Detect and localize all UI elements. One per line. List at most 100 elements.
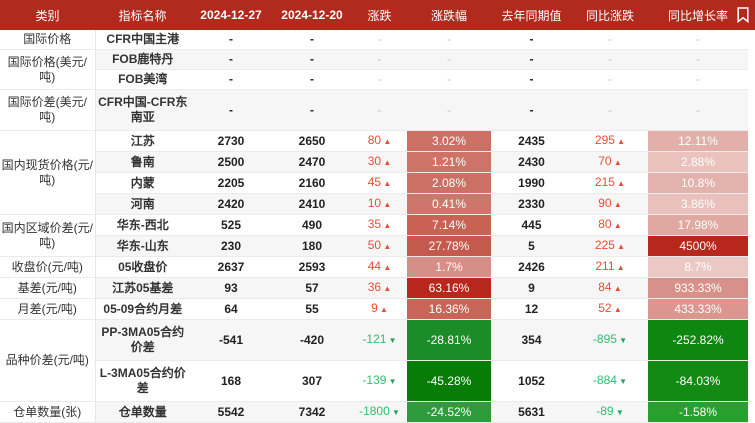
indicator-cell: CFR中国-CFR东南亚 [95, 89, 190, 131]
change-value: 295 [594, 133, 615, 147]
value-current-cell: 2205 [190, 172, 272, 194]
change-value: -895 [592, 332, 617, 346]
yoy-change-cell: 211 ▲ [572, 256, 648, 278]
bookmark-icon[interactable] [737, 7, 749, 24]
down-triangle-icon: ▼ [386, 336, 397, 345]
change-value: 10 [367, 196, 382, 210]
change-value: 225 [594, 238, 615, 252]
change-value: -884 [592, 373, 617, 387]
col-header-change: 涨跌 [367, 8, 392, 23]
category-cell: 月差(元/吨) [0, 298, 96, 320]
change-cell: - [352, 30, 407, 50]
yoy-change-cell: 52 ▲ [572, 298, 648, 320]
change-value: 80 [598, 217, 612, 231]
value-current-cell: - [190, 69, 272, 90]
last-year-cell: 2430 [491, 151, 572, 173]
indicator-cell: FOB美湾 [95, 69, 190, 90]
change-value: 30 [367, 154, 382, 168]
down-triangle-icon: ▼ [613, 408, 624, 417]
value-current-cell: 64 [190, 298, 272, 320]
change-value: 211 [595, 259, 615, 273]
change-pct-cell: 1.7% [407, 256, 491, 278]
down-triangle-icon: ▼ [386, 377, 397, 386]
last-year-cell: 2426 [491, 256, 572, 278]
yoy-pct-cell: - [648, 69, 755, 90]
change-value: 52 [598, 301, 612, 315]
up-triangle-icon: ▲ [614, 179, 626, 188]
last-year-cell: 2435 [491, 130, 572, 152]
change-pct-cell: - [407, 30, 491, 50]
yoy-change-cell: 90 ▲ [572, 193, 648, 215]
change-pct-cell: 27.78% [407, 235, 491, 257]
yoy-pct-cell: 8.7% [648, 256, 755, 278]
yoy-change-cell: - [572, 89, 648, 131]
yoy-change-cell: 225 ▲ [572, 235, 648, 257]
up-triangle-icon: ▲ [381, 179, 392, 188]
last-year-cell: 2330 [491, 193, 572, 215]
down-triangle-icon: ▼ [616, 377, 628, 386]
yoy-pct-cell: 4500% [648, 235, 755, 257]
value-previous-cell: 7342 [272, 401, 352, 423]
up-triangle-icon: ▲ [381, 263, 392, 272]
change-pct-cell: -24.52% [407, 401, 491, 423]
value-current-cell: 93 [190, 277, 272, 299]
table-row: 月差(元/吨) 05-09合约月差 64 55 9 ▲ 16.36% 12 52 ▲ 433.3… [0, 298, 755, 320]
value-current-cell: 2420 [190, 193, 272, 215]
last-year-cell: 9 [491, 277, 572, 299]
value-previous-cell: 2593 [272, 256, 352, 278]
category-cell: 基差(元/吨) [0, 277, 96, 299]
category-cell: 品种价差(元/吨) [0, 319, 96, 402]
value-previous-cell: 2410 [272, 193, 352, 215]
category-cell: 国际价差(美元/吨) [0, 89, 96, 131]
value-current-cell: 230 [190, 235, 272, 257]
table-row: 国内现货价格(元/吨) 江苏 2730 2650 80 ▲ 3.02% 2435 295 ▲ 1… [0, 130, 755, 215]
up-triangle-icon: ▲ [614, 242, 626, 251]
change-cell: 36 ▲ [352, 277, 407, 299]
table-row: 河南 2420 2410 10 ▲ 0.41% 2330 90 ▲ 3.86% [0, 193, 755, 215]
value-current-cell: - [190, 30, 272, 50]
indicator-cell: CFR中国主港 [95, 30, 190, 50]
yoy-change-cell: -884 ▼ [572, 360, 648, 402]
yoy-pct-cell: -252.82% [648, 319, 755, 361]
yoy-pct-cell: 3.86% [648, 193, 755, 215]
yoy-pct-cell: 17.98% [648, 214, 755, 236]
up-triangle-icon: ▲ [611, 221, 622, 230]
change-value: 44 [367, 259, 382, 273]
last-year-cell: 12 [491, 298, 572, 320]
table-row: 收盘价(元/吨) 05收盘价 2637 2593 44 ▲ 1.7% 2426 211 ▲ 8.… [0, 256, 755, 278]
table-row: 仓单数量(张) 仓单数量 5542 7342 -1800 ▼ -24.52% 5631 -89… [0, 401, 755, 423]
change-value: 70 [598, 154, 612, 168]
change-cell: 50 ▲ [352, 235, 407, 257]
yoy-change-cell: - [572, 49, 648, 70]
last-year-cell: - [491, 30, 572, 50]
category-cell: 国际价格(美元/吨) [0, 49, 96, 90]
value-previous-cell: 55 [272, 298, 352, 320]
value-previous-cell: 2160 [272, 172, 352, 194]
change-cell: - [352, 49, 407, 70]
yoy-pct-cell: - [648, 89, 755, 131]
table-row: 华东-山东 230 180 50 ▲ 27.78% 5 225 ▲ 4500% [0, 235, 755, 257]
value-current-cell: 2730 [190, 130, 272, 152]
change-value: -121 [362, 332, 387, 346]
up-triangle-icon: ▲ [381, 158, 392, 167]
value-previous-cell: - [272, 30, 352, 50]
value-current-cell: - [190, 89, 272, 131]
value-current-cell: 2637 [190, 256, 272, 278]
value-previous-cell: 57 [272, 277, 352, 299]
change-value: 90 [598, 196, 612, 210]
change-cell: - [352, 89, 407, 131]
indicator-cell: 华东-西北 [95, 214, 190, 236]
table-body: 国际价格 CFR中国主港 - - - - - - - 国际价格(美元/吨) FOB鹿特丹 - - - - - -… [0, 30, 755, 423]
change-cell: -139 ▼ [352, 360, 407, 402]
up-triangle-icon: ▲ [611, 284, 622, 293]
up-triangle-icon: ▲ [381, 242, 392, 251]
indicator-cell: 华东-山东 [95, 235, 190, 257]
change-pct-cell: -28.81% [407, 319, 491, 361]
indicator-cell: FOB鹿特丹 [95, 49, 190, 70]
table-row: 内蒙 2205 2160 45 ▲ 2.08% 1990 215 ▲ 10.8% [0, 172, 755, 194]
value-current-cell: 168 [190, 360, 272, 402]
indicator-cell: 鲁南 [95, 151, 190, 173]
yoy-pct-cell: 933.33% [648, 277, 755, 299]
change-value: 80 [367, 133, 382, 147]
up-triangle-icon: ▲ [377, 305, 388, 314]
